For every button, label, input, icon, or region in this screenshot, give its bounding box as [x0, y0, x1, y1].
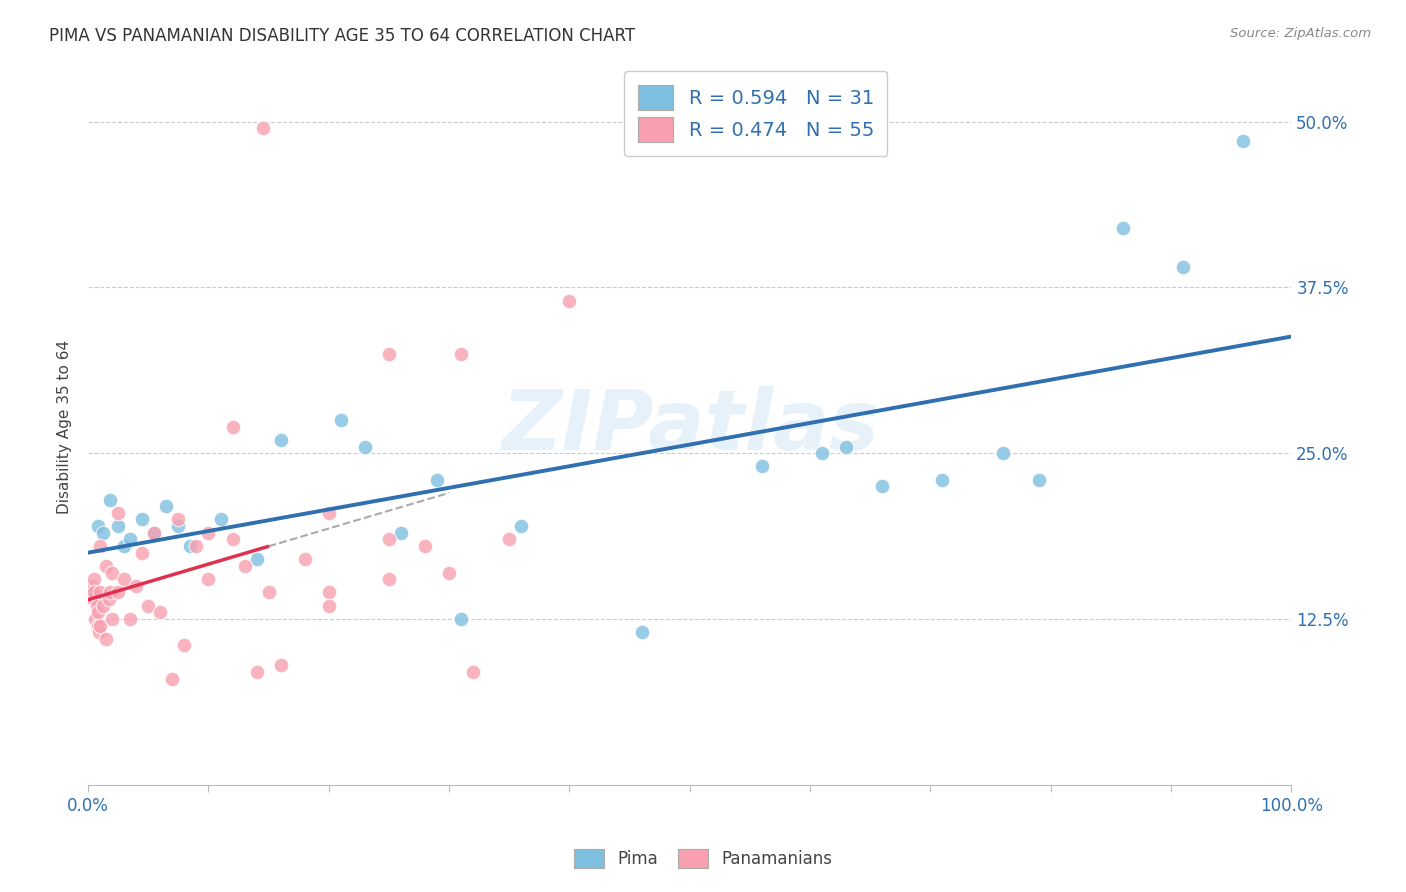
Point [86, 599, 108, 613]
Point [91, 525, 114, 540]
Point [354, 440, 377, 454]
Point [143, 525, 166, 540]
Point [87, 618, 110, 632]
Point [1232, 135, 1254, 149]
Point [97, 592, 120, 607]
Point [630, 625, 652, 640]
Point [294, 552, 316, 566]
Point [173, 639, 195, 653]
Point [197, 572, 219, 586]
Point [1112, 220, 1135, 235]
Point [87, 605, 110, 619]
Point [96, 558, 118, 573]
Point [89, 618, 111, 632]
Point [167, 512, 190, 526]
Point [450, 612, 472, 626]
Point [510, 519, 533, 533]
Point [131, 546, 153, 560]
Point [89, 585, 111, 599]
Point [101, 612, 124, 626]
Point [197, 525, 219, 540]
Point [931, 473, 953, 487]
Point [107, 506, 129, 520]
Point [318, 506, 340, 520]
Point [870, 479, 893, 493]
Point [378, 572, 401, 586]
Point [257, 585, 280, 599]
Point [107, 519, 129, 533]
Point [112, 539, 135, 553]
Point [437, 566, 460, 580]
Point [426, 473, 449, 487]
Point [87, 519, 110, 533]
Text: ZIPatlas: ZIPatlas [501, 386, 879, 467]
Point [98, 585, 121, 599]
Point [82, 592, 104, 607]
Point [167, 519, 190, 533]
Point [179, 539, 201, 553]
Point [83, 572, 105, 586]
Point [143, 525, 166, 540]
Point [155, 500, 177, 514]
Point [1028, 473, 1050, 487]
Point [246, 552, 269, 566]
Point [558, 293, 581, 308]
Text: PIMA VS PANAMANIAN DISABILITY AGE 35 TO 64 CORRELATION CHART: PIMA VS PANAMANIAN DISABILITY AGE 35 TO … [49, 27, 636, 45]
Point [751, 459, 773, 474]
Point [270, 658, 292, 673]
Point [162, 672, 184, 686]
Point [318, 599, 340, 613]
Point [209, 512, 232, 526]
Point [413, 539, 436, 553]
Point [450, 347, 472, 361]
Point [811, 446, 834, 460]
Point [186, 539, 208, 553]
Point [221, 533, 243, 547]
Point [246, 665, 269, 679]
Y-axis label: Disability Age 35 to 64: Disability Age 35 to 64 [58, 340, 72, 514]
Point [252, 121, 274, 136]
Point [389, 525, 412, 540]
Point [107, 585, 129, 599]
Point [125, 579, 148, 593]
Point [378, 347, 401, 361]
Point [84, 612, 107, 626]
Point [120, 612, 142, 626]
Point [233, 558, 256, 573]
Point [83, 585, 105, 599]
Point [80, 579, 103, 593]
Point [120, 533, 142, 547]
Legend: R = 0.594   N = 31, R = 0.474   N = 55: R = 0.594 N = 31, R = 0.474 N = 55 [624, 71, 887, 156]
Point [131, 512, 153, 526]
Point [318, 585, 340, 599]
Point [96, 632, 118, 646]
Point [112, 572, 135, 586]
Point [270, 433, 292, 447]
Text: Source: ZipAtlas.com: Source: ZipAtlas.com [1230, 27, 1371, 40]
Point [101, 566, 124, 580]
Point [329, 413, 352, 427]
Point [221, 419, 243, 434]
Point [498, 533, 520, 547]
Point [98, 492, 121, 507]
Point [89, 539, 111, 553]
Point [378, 533, 401, 547]
Point [91, 599, 114, 613]
Point [1171, 260, 1194, 275]
Legend: Pima, Panamanians: Pima, Panamanians [567, 842, 839, 875]
Point [463, 665, 485, 679]
Point [79, 585, 101, 599]
Point [835, 440, 858, 454]
Point [87, 625, 110, 640]
Point [991, 446, 1014, 460]
Point [136, 599, 159, 613]
Point [149, 605, 172, 619]
